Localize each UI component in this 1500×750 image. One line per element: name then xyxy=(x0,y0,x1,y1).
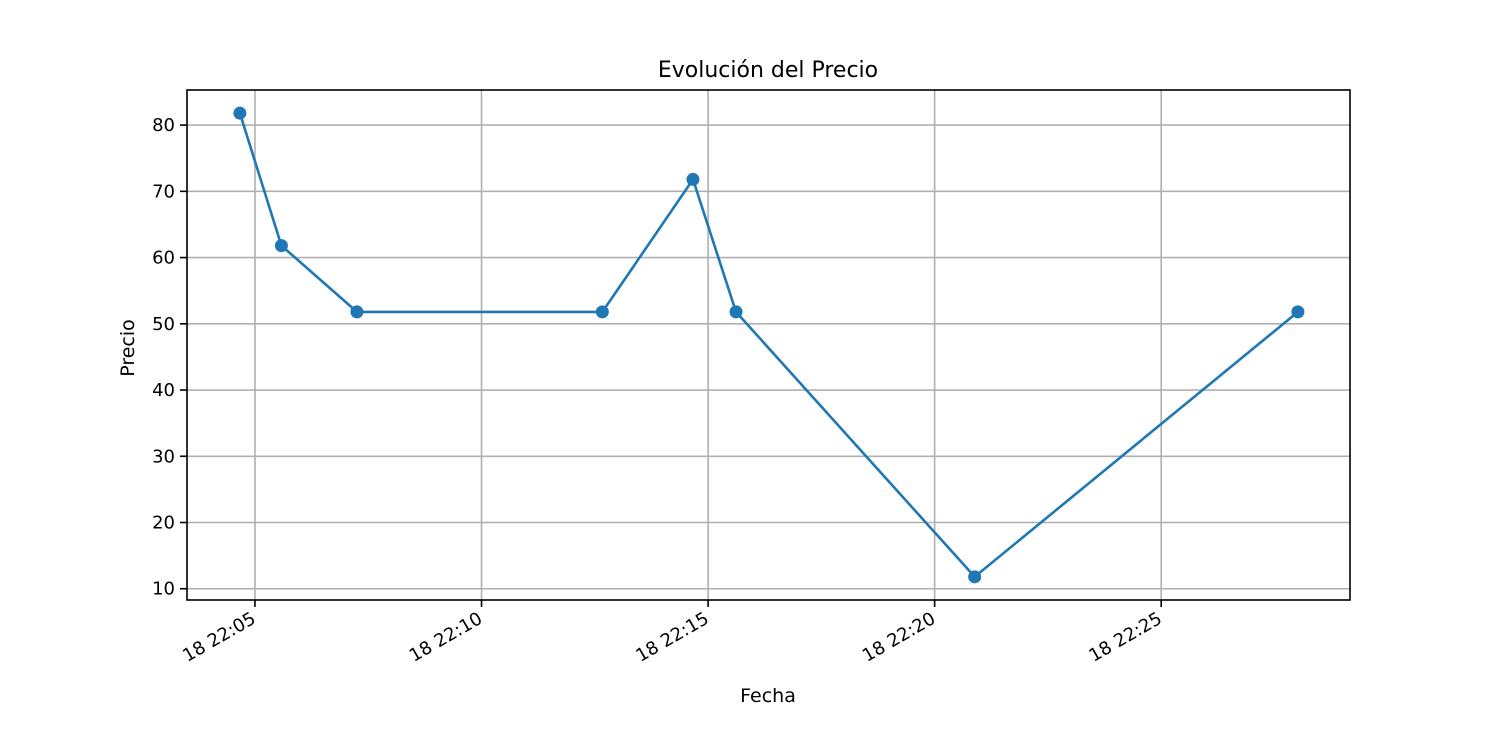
chart-title: Evolución del Precio xyxy=(658,58,878,83)
series-layer xyxy=(233,106,1305,584)
data-point xyxy=(274,239,288,253)
data-point xyxy=(350,305,364,319)
x-tick-label: 18 22:05 xyxy=(179,608,259,666)
data-point xyxy=(233,106,247,120)
x-tick-label: 18 22:25 xyxy=(1085,608,1165,666)
x-tick-label: 18 22:10 xyxy=(406,608,486,666)
data-point xyxy=(1291,305,1305,319)
data-point xyxy=(686,172,700,186)
data-point xyxy=(595,305,609,319)
y-axis: 10 20 30 40 50 60 70 80 xyxy=(152,115,187,600)
y-tick-label: 10 xyxy=(152,579,175,600)
y-tick-label: 50 xyxy=(152,314,175,335)
y-tick-label: 70 xyxy=(152,181,175,202)
grid xyxy=(187,90,1350,600)
y-tick-label: 60 xyxy=(152,248,175,269)
series-line xyxy=(238,112,1299,579)
x-axis-label: Fecha xyxy=(740,685,796,707)
x-tick-label: 18 22:15 xyxy=(632,608,712,666)
y-tick-label: 40 xyxy=(152,380,175,401)
y-tick-label: 30 xyxy=(152,446,175,467)
data-point xyxy=(968,570,982,584)
x-tick-label: 18 22:20 xyxy=(859,608,939,666)
y-axis-label: Precio xyxy=(117,319,139,377)
y-tick-label: 20 xyxy=(152,513,175,534)
plot-frame xyxy=(186,89,1351,601)
y-tick-label: 80 xyxy=(152,115,175,136)
x-axis: 18 22:05 18 22:10 18 22:15 18 22:20 18 22:25 xyxy=(179,600,1166,667)
data-point xyxy=(729,305,743,319)
